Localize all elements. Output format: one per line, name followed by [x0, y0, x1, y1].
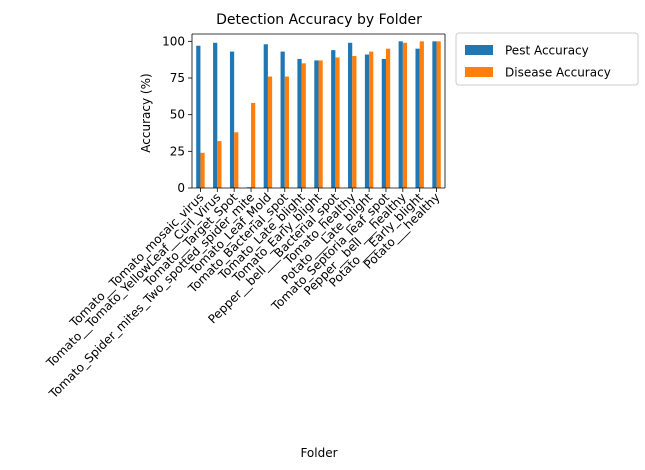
- bar-pest-12: [398, 41, 403, 189]
- bar-disease-5: [284, 76, 289, 188]
- y-axis-title: Accuracy (%): [139, 73, 153, 152]
- y-tick-label: 100: [162, 34, 185, 48]
- bar-pest-6: [297, 58, 302, 188]
- bar-pest-2: [229, 51, 235, 188]
- bar-disease-2: [234, 132, 239, 188]
- bar-pest-4: [263, 44, 268, 189]
- bar-disease-0: [200, 152, 205, 188]
- bar-disease-11: [385, 48, 391, 188]
- legend-swatch-pest: [465, 45, 493, 55]
- bar-disease-7: [318, 60, 323, 188]
- bar-disease-6: [301, 63, 306, 189]
- legend-label-disease: Disease Accuracy: [505, 66, 611, 80]
- legend-swatch-disease: [465, 67, 493, 77]
- bar-pest-10: [364, 54, 370, 189]
- bar-disease-13: [419, 41, 424, 189]
- bar-pest-0: [196, 45, 201, 188]
- bar-pest-14: [432, 41, 437, 189]
- bar-pest-8: [331, 50, 336, 189]
- y-tick-label: 25: [170, 144, 185, 158]
- bar-disease-12: [402, 42, 408, 188]
- x-axis-title: Folder: [300, 446, 337, 460]
- bar-disease-10: [369, 51, 374, 188]
- bar-pest-9: [348, 42, 353, 188]
- bar-pest-5: [280, 51, 285, 188]
- bar-disease-8: [335, 57, 340, 188]
- legend-frame: [455, 32, 639, 86]
- bar-pest-11: [381, 58, 386, 188]
- y-tick-label: 75: [170, 71, 185, 85]
- bar-pest-13: [415, 48, 420, 188]
- legend-label-pest: Pest Accuracy: [505, 44, 589, 58]
- legend: Pest Accuracy Disease Accuracy: [455, 32, 639, 86]
- bar-pest-1: [213, 42, 218, 188]
- bar-disease-1: [217, 141, 222, 188]
- chart-title: Detection Accuracy by Folder: [216, 12, 422, 28]
- bar-disease-14: [436, 41, 441, 189]
- bar-disease-9: [352, 56, 357, 188]
- bars-layer: [196, 41, 441, 189]
- bar-pest-7: [314, 60, 319, 188]
- y-tick-label: 50: [170, 108, 185, 122]
- bar-disease-4: [267, 76, 273, 188]
- bar-disease-3: [251, 102, 256, 188]
- y-tick-label: 0: [177, 181, 185, 195]
